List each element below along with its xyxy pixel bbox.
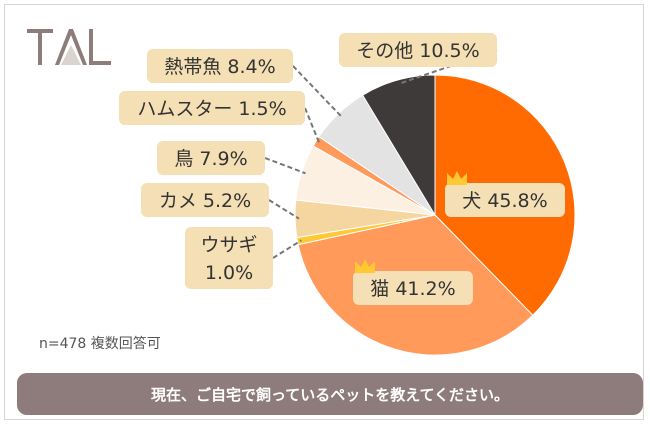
slice-label-7: その他 10.5% <box>356 40 479 62</box>
label-box-1 <box>353 271 473 305</box>
slice-label-5: ハムスター 1.5% <box>137 98 286 120</box>
slice-label-0: 犬 45.8% <box>462 190 547 212</box>
question-banner: 現在、ご自宅で飼っているペットを教えてください。 <box>17 373 643 415</box>
leader-line-5 <box>304 107 321 144</box>
slice-label-1: 猫 41.2% <box>370 278 455 300</box>
leader-line-4 <box>264 157 306 175</box>
label-box-7 <box>339 33 497 67</box>
label-box-5 <box>119 91 305 125</box>
slice-label-6: 熱帯魚 8.4% <box>164 56 275 78</box>
crown-icon <box>447 171 467 185</box>
label-box-0 <box>445 183 565 217</box>
slice-value-2: 1.0% <box>205 262 253 284</box>
leader-line-3 <box>268 199 300 220</box>
label-box-2 <box>185 227 273 289</box>
label-box-6 <box>147 49 293 83</box>
pie-slice-7 <box>361 74 436 217</box>
label-box-4 <box>157 141 265 175</box>
chart-frame: 犬 45.8% 猫 41.2% ウサギ 1.0% カメ 5.2% 鳥 7.9% ハムスター … <box>4 4 644 420</box>
slice-label-3: カメ 5.2% <box>159 190 251 212</box>
slice-label-2: ウサギ <box>200 234 257 256</box>
crown-icon <box>355 259 375 273</box>
tal-logo <box>25 23 117 75</box>
label-box-3 <box>141 183 269 217</box>
sample-note: n=478 複数回答可 <box>39 336 161 352</box>
slice-label-4: 鳥 7.9% <box>174 148 247 170</box>
leader-line-2 <box>272 239 302 259</box>
leader-line-6 <box>292 65 343 118</box>
pie-chart: 犬 45.8% 猫 41.2% ウサギ 1.0% カメ 5.2% 鳥 7.9% ハムスター … <box>119 33 576 356</box>
